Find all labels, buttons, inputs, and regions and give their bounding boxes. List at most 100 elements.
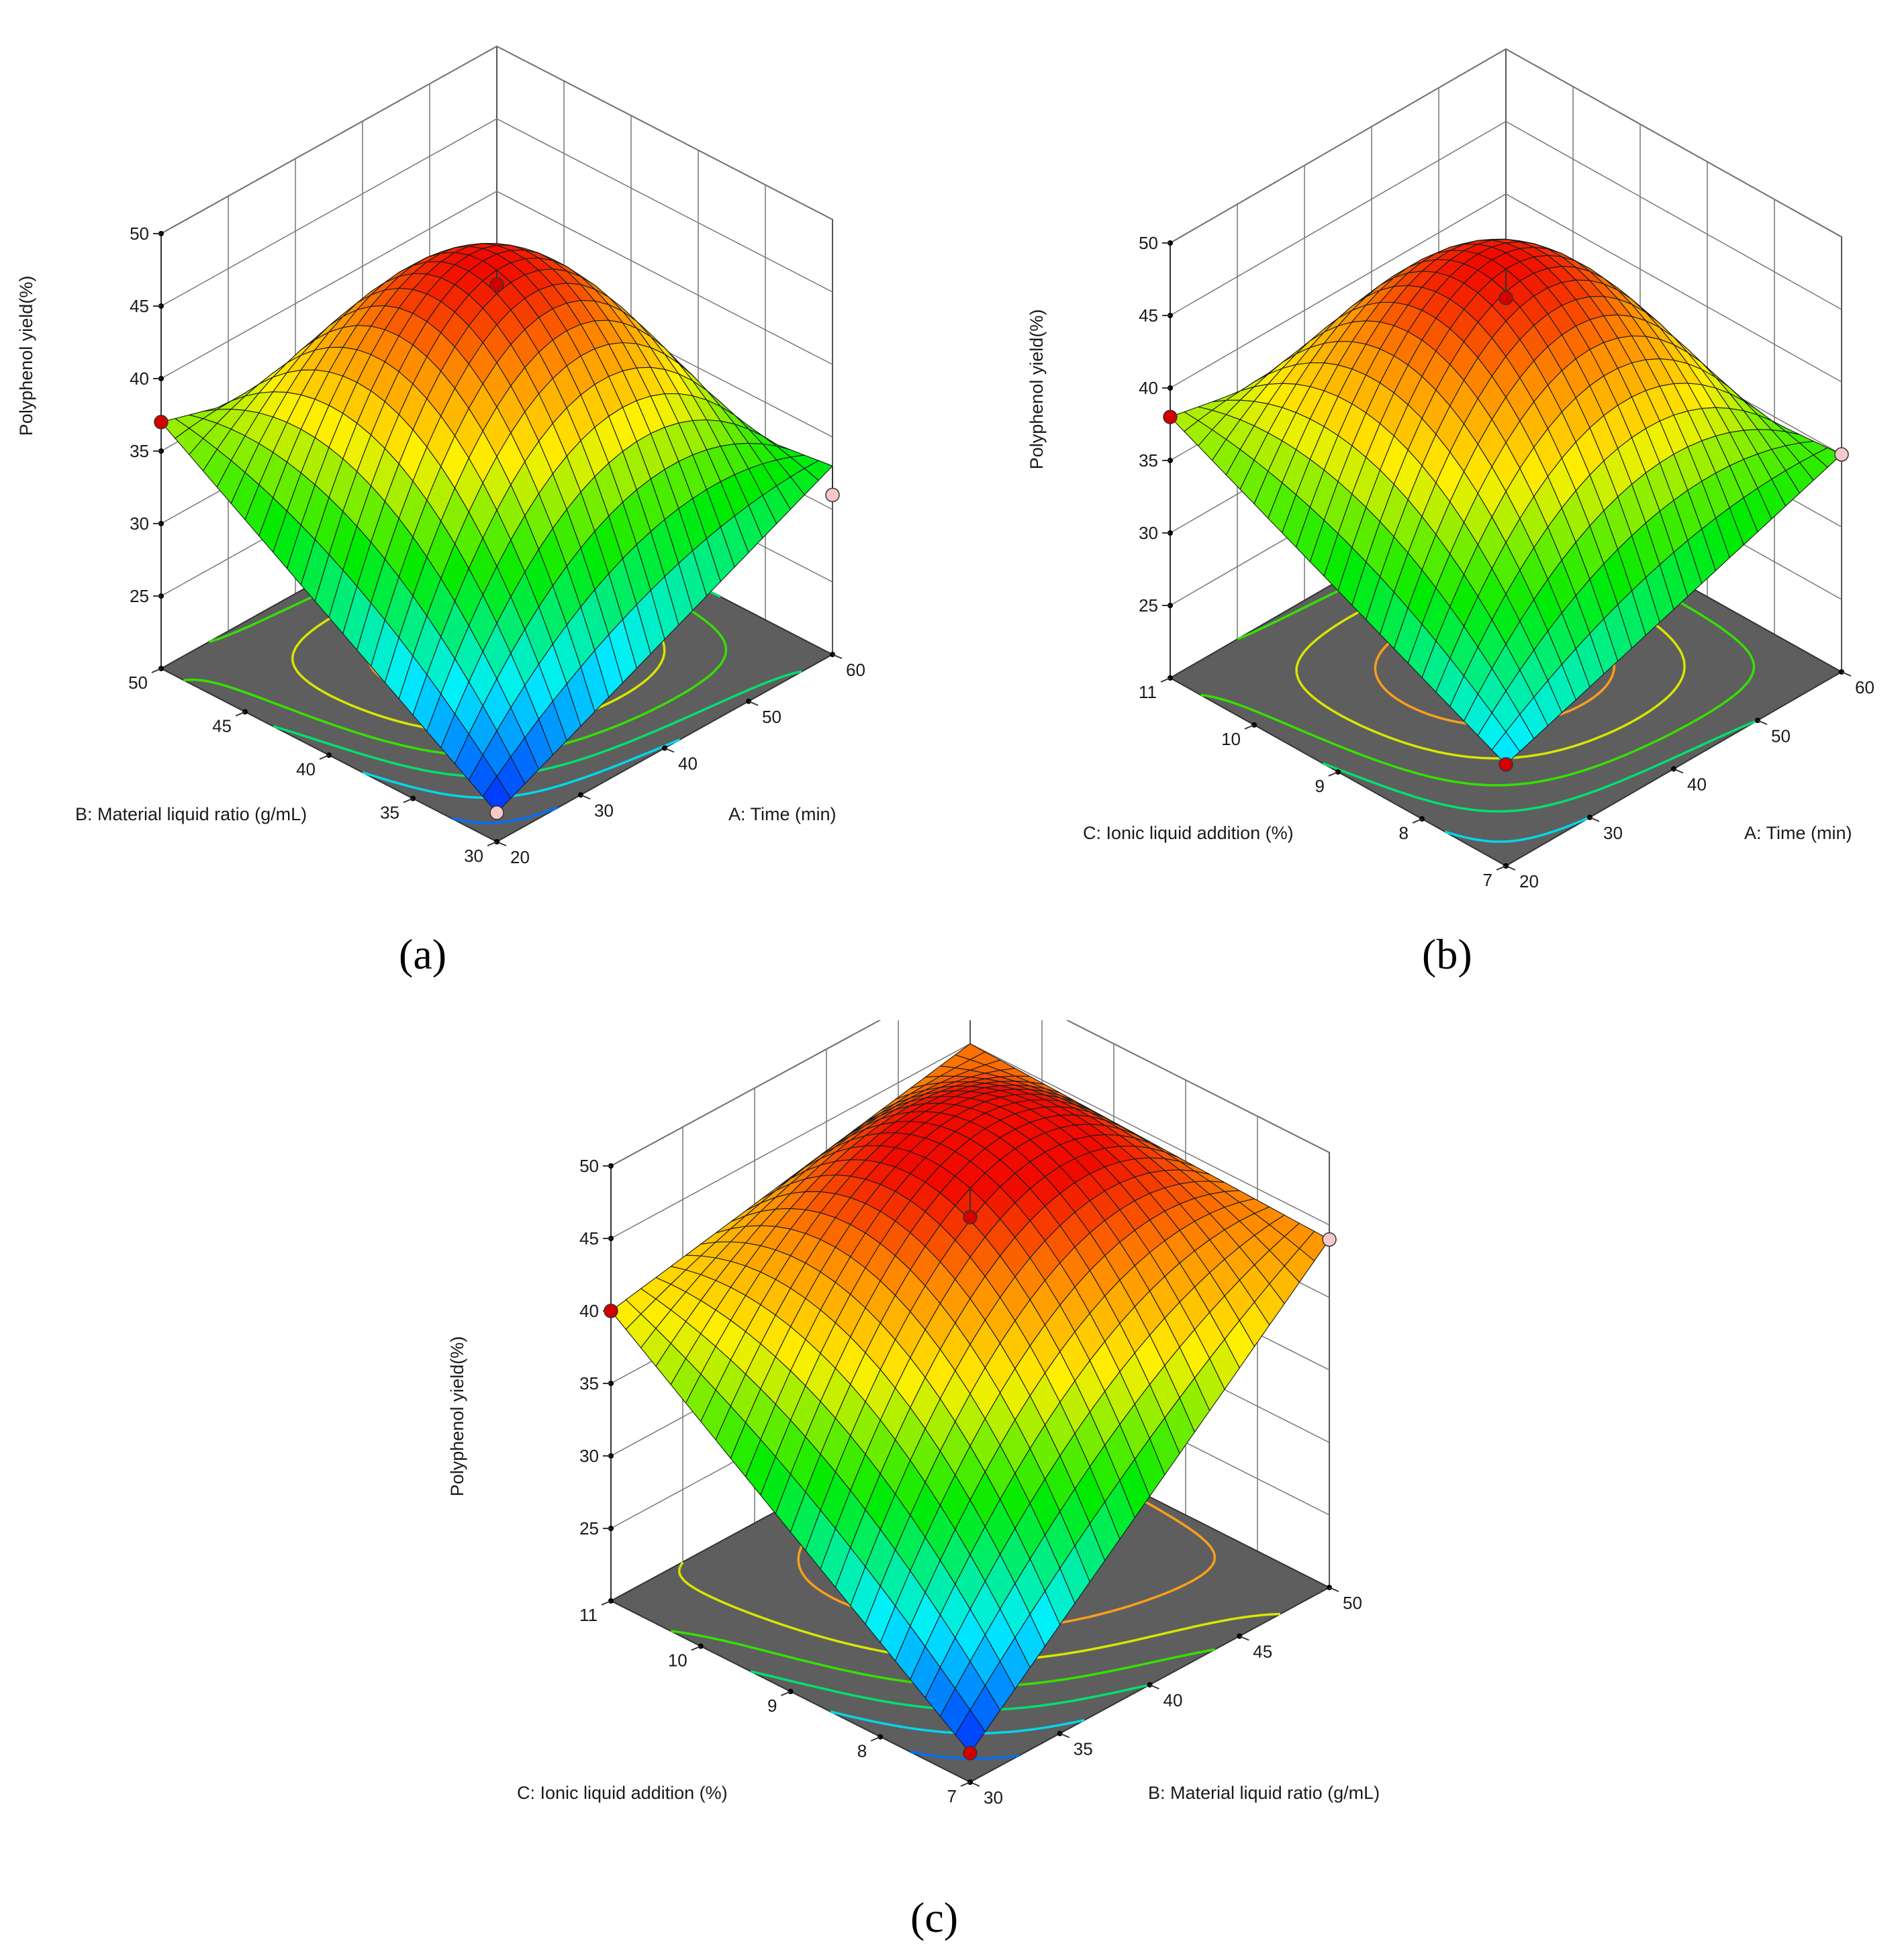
surface-cell	[482, 776, 512, 814]
y-tick-label: 35	[380, 803, 399, 823]
y-tick-label: 7	[1483, 870, 1492, 890]
x-tick-mark	[748, 700, 759, 706]
z-tick-label: 40	[130, 369, 149, 389]
x-axis: 20 30 40 50 60	[494, 652, 865, 867]
x-tick-label: 40	[1687, 775, 1707, 795]
surface-cell	[955, 1709, 986, 1754]
z-tick-label: 30	[130, 513, 149, 534]
x-tick-label: 20	[1519, 871, 1539, 891]
contour-line	[1322, 719, 1758, 813]
x-tick-label: 50	[1343, 1593, 1362, 1613]
x-tick-label: 30	[984, 1787, 1003, 1808]
design-point	[489, 805, 504, 820]
z-tick-label: 25	[1139, 595, 1158, 616]
y-tick-mark	[319, 754, 330, 760]
x-axis-title: A: Time (min)	[728, 804, 837, 824]
y-tick-mark	[1496, 865, 1507, 871]
design-point	[1499, 757, 1513, 772]
x-tick-mark	[1673, 768, 1684, 774]
x-tick-mark	[1149, 1684, 1159, 1689]
y-axis: 30 35 40 45 50	[128, 666, 500, 866]
design-points	[154, 270, 840, 820]
z-tick-label: 30	[1139, 523, 1158, 543]
y-tick-label: 8	[1399, 823, 1409, 843]
x-tick-label: 20	[510, 847, 530, 867]
wall-grid-z	[1170, 193, 1842, 389]
z-tick-label: 35	[1139, 450, 1158, 471]
x-tick-label: 50	[1771, 726, 1791, 746]
design-point	[489, 277, 504, 292]
x-tick-label: 40	[1163, 1690, 1183, 1710]
wall-grid-z	[1170, 121, 1842, 316]
y-tick-mark	[151, 668, 162, 673]
x-tick-label: 30	[1603, 823, 1623, 843]
design-points	[604, 1188, 1337, 1761]
y-tick-label: 40	[296, 759, 316, 779]
z-tick-label: 45	[1139, 305, 1158, 326]
z-tick-label: 40	[579, 1301, 599, 1321]
y-tick-label: 10	[668, 1651, 687, 1671]
design-point	[1834, 447, 1849, 462]
y-axis: 7 8 9 10 11	[579, 1598, 973, 1806]
x-tick-label: 60	[846, 660, 865, 680]
z-axis: 25 30 35 40 45 50	[130, 224, 164, 669]
y-tick-mark	[1412, 818, 1423, 824]
y-tick-label: 9	[767, 1696, 777, 1716]
x-tick-label: 50	[762, 707, 781, 727]
design-point	[963, 1746, 978, 1761]
z-tick-label: 45	[579, 1228, 599, 1248]
y-tick-mark	[235, 711, 246, 717]
y-tick-mark	[1244, 724, 1255, 730]
y-tick-label: 7	[947, 1786, 957, 1806]
caption-a: (a)	[399, 930, 447, 978]
design-point	[604, 1304, 618, 1318]
contour-line	[451, 806, 559, 824]
x-tick-mark	[1757, 720, 1768, 726]
surface-plot-c: 25 30 35 40 45 50 Polyphenol yield(%) 30 35 40 45 5…	[447, 1020, 1380, 1808]
y-tick-label: 8	[857, 1741, 867, 1761]
z-axis-title: Polyphenol yield(%)	[16, 276, 36, 436]
y-axis: 7 8 9 10 11	[1139, 675, 1509, 890]
surface-plot-b: 25 30 35 40 45 50 Polyphenol yield(%) 20 30 40 50 6…	[1027, 48, 1874, 891]
design-point	[825, 487, 840, 503]
design-point	[1499, 291, 1513, 305]
z-tick-label: 25	[579, 1518, 599, 1538]
x-tick-label: 45	[1253, 1642, 1272, 1662]
x-tick-label: 40	[678, 754, 698, 774]
design-point	[1163, 409, 1178, 424]
design-point	[1322, 1232, 1337, 1247]
y-axis-title: B: Material liquid ratio (g/mL)	[75, 804, 307, 824]
wall-grid-z	[160, 191, 833, 379]
x-tick-label: 60	[1855, 677, 1874, 697]
design-point	[154, 415, 169, 430]
y-tick-label: 45	[212, 716, 232, 736]
x-tick-mark	[1589, 816, 1600, 822]
y-tick-mark	[1328, 771, 1339, 777]
z-tick-label: 35	[579, 1373, 599, 1393]
x-tick-mark	[1059, 1732, 1070, 1738]
y-axis-title: C: Ionic liquid addition (%)	[517, 1783, 728, 1803]
z-axis-title: Polyphenol yield(%)	[447, 1336, 467, 1497]
z-tick-label: 50	[1139, 233, 1158, 253]
z-tick-label: 25	[130, 586, 149, 606]
design-points	[1163, 268, 1849, 772]
y-tick-label: 11	[579, 1605, 598, 1625]
surface-cell	[1491, 731, 1521, 765]
x-tick-mark	[832, 654, 843, 659]
y-tick-mark	[870, 1736, 881, 1742]
x-tick-mark	[664, 747, 675, 753]
y-tick-label: 10	[1221, 729, 1241, 749]
y-tick-mark	[601, 1600, 612, 1606]
z-axis: 25 30 35 40 45 50	[1139, 233, 1173, 678]
y-tick-mark	[1160, 677, 1171, 683]
wall-grid-z	[160, 118, 833, 307]
z-tick-label: 30	[579, 1446, 599, 1466]
z-tick-label: 50	[579, 1156, 599, 1176]
caption-c: (c)	[910, 1894, 959, 1941]
y-axis-title: C: Ionic liquid addition (%)	[1083, 823, 1294, 843]
y-tick-mark	[403, 797, 414, 803]
x-tick-mark	[1841, 671, 1852, 677]
y-tick-label: 50	[128, 673, 148, 693]
response-surface	[610, 1043, 1330, 1754]
contour-line	[1444, 816, 1590, 843]
